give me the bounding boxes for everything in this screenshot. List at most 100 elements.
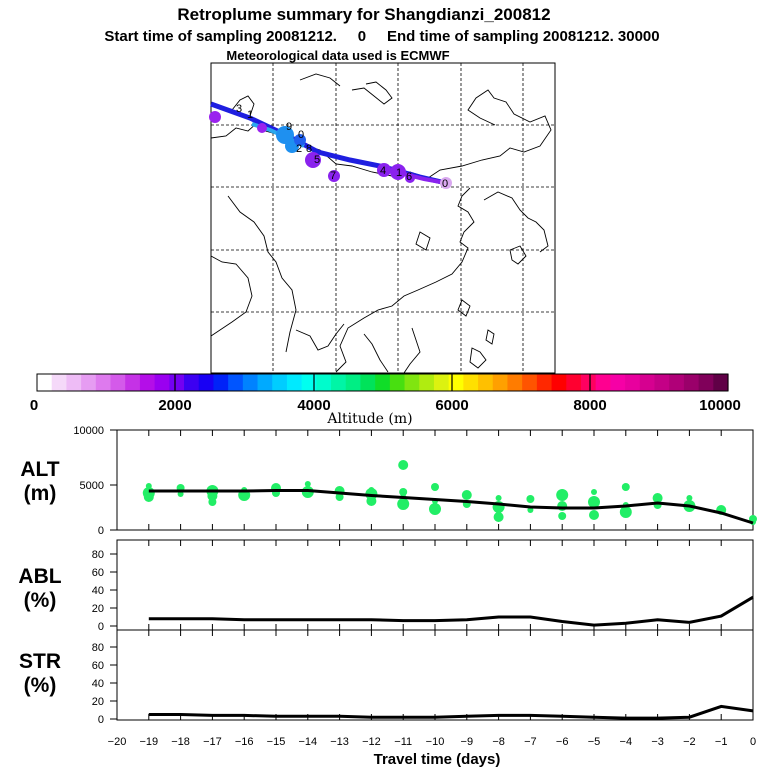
alt-yaxis-ticks — [110, 429, 117, 531]
colorbar-cell — [154, 374, 170, 391]
colorbar-cell — [404, 374, 420, 391]
xtick-label: 0 — [750, 736, 756, 748]
alt-scatter-point — [335, 493, 344, 501]
colorbar-cell — [213, 374, 229, 391]
colorbar-cell — [639, 374, 656, 391]
colorbar-cell — [389, 374, 406, 391]
str-line — [148, 704, 754, 720]
abl-ytick: 80 — [92, 549, 104, 561]
colorbar-tick: 2000 — [158, 397, 191, 414]
str-yaxis-ticks — [110, 646, 117, 720]
alt-ylabel: ALT — [20, 458, 59, 481]
colorbar-cell — [683, 374, 700, 391]
trajectory-label: 5 — [314, 154, 320, 166]
colorbar-cell — [184, 374, 200, 391]
colorbar-cell — [360, 374, 376, 391]
colorbar-cell — [301, 374, 317, 391]
str-ytick: 20 — [92, 696, 104, 708]
alt-scatter-point — [686, 495, 693, 501]
xtick-label: −16 — [235, 736, 254, 748]
trajectory-marker — [377, 163, 391, 177]
abl-line — [148, 595, 754, 627]
alt-scatter-point — [304, 481, 311, 487]
colorbar-cell — [286, 374, 303, 391]
alt-scatter-point — [591, 489, 597, 495]
alt-scatter-point — [526, 495, 535, 503]
colorbar-cells — [37, 374, 729, 391]
colorbar-dividers — [174, 374, 591, 391]
colorbar-cell — [95, 374, 112, 391]
alt-ytick: 0 — [98, 525, 104, 537]
colorbar-cell — [507, 374, 523, 391]
xtick-label: −7 — [524, 736, 537, 748]
trajectory-marker — [405, 173, 415, 183]
alt-yunit: (m) — [24, 482, 57, 505]
colorbar-cell — [81, 374, 97, 391]
trajectory-marker — [390, 164, 406, 180]
colorbar-cell — [654, 374, 670, 391]
colorbar-label: Altitude (m) — [326, 411, 412, 427]
trajectory-marker — [305, 152, 321, 168]
colorbar-tick: 10000 — [699, 397, 741, 414]
xtick-label: −5 — [588, 736, 601, 748]
colorbar-cell — [433, 374, 450, 391]
colorbar-cell — [272, 374, 288, 391]
colorbar-cell — [625, 374, 641, 391]
xtick-label: −4 — [620, 736, 633, 748]
colorbar-cell — [169, 374, 185, 391]
alt-scatter-point — [143, 492, 154, 502]
alt-scatter-point — [589, 510, 599, 520]
colorbar-frame — [36, 373, 729, 392]
str-panel-frame — [116, 629, 754, 721]
trajectory-label: 4 — [380, 165, 386, 177]
alt-scatter-point — [652, 493, 663, 503]
str-ytick: 0 — [98, 714, 104, 726]
alt-scatter-point — [397, 498, 410, 510]
colorbar-tick: 8000 — [573, 397, 606, 414]
alt-scatter-point — [366, 496, 377, 506]
alt-panel: ALT (m) 10000 5000 0 — [20, 425, 757, 537]
xtick-label: −18 — [171, 736, 190, 748]
alt-mean-line — [148, 489, 754, 525]
abl-panel: ABL (%) 80 60 40 20 0 — [18, 539, 754, 633]
xtick-label: −9 — [461, 736, 474, 748]
colorbar-cell — [580, 374, 597, 391]
str-yunit: (%) — [24, 674, 57, 697]
xtick-label: −20 — [108, 736, 127, 748]
str-panel: STR (%) 80 60 40 20 0 −20 −19 −18 −17 −16 −15… — [19, 629, 756, 768]
colorbar-cell — [522, 374, 538, 391]
alt-scatter-point — [431, 483, 439, 491]
xtick-label: −11 — [394, 736, 412, 748]
alt-scatter-point — [399, 488, 408, 496]
colorbar-cell — [242, 374, 259, 391]
alt-scatter-point — [619, 506, 632, 518]
abl-ytick: 40 — [92, 585, 104, 597]
colorbar-tick: 0 — [30, 397, 38, 414]
colorbar-cell — [331, 374, 347, 391]
str-xaxis-ticks — [116, 630, 754, 720]
meteo-data-text: Meteorological data used is ECMWF — [226, 48, 449, 63]
trajectory-label: 0 — [442, 178, 448, 190]
colorbar-cell — [37, 374, 53, 391]
trajectory-marker — [328, 170, 340, 182]
alt-scatter-point — [556, 489, 569, 501]
trajectory-label: 3 — [236, 103, 242, 115]
abl-ylabel: ABL — [18, 565, 61, 588]
abl-yaxis: 80 60 40 20 0 — [92, 549, 104, 633]
str-ytick: 80 — [92, 642, 104, 654]
trajectory-label: 8 — [306, 143, 312, 155]
map-frame — [210, 62, 556, 374]
colorbar-cell — [345, 374, 362, 391]
alt-xaxis-ticks — [116, 430, 754, 530]
str-ytick: 40 — [92, 678, 104, 690]
trajectory-markers — [209, 111, 452, 189]
colorbar-cell — [698, 374, 714, 391]
colorbar-cell — [551, 374, 567, 391]
trajectory-label: 0 — [298, 129, 304, 141]
xtick-label: −13 — [330, 736, 349, 748]
colorbar-cell — [448, 374, 464, 391]
trajectory-label: 7 — [330, 170, 336, 182]
trajectory-label: 1 — [396, 167, 402, 179]
alt-scatter-point — [495, 495, 502, 501]
